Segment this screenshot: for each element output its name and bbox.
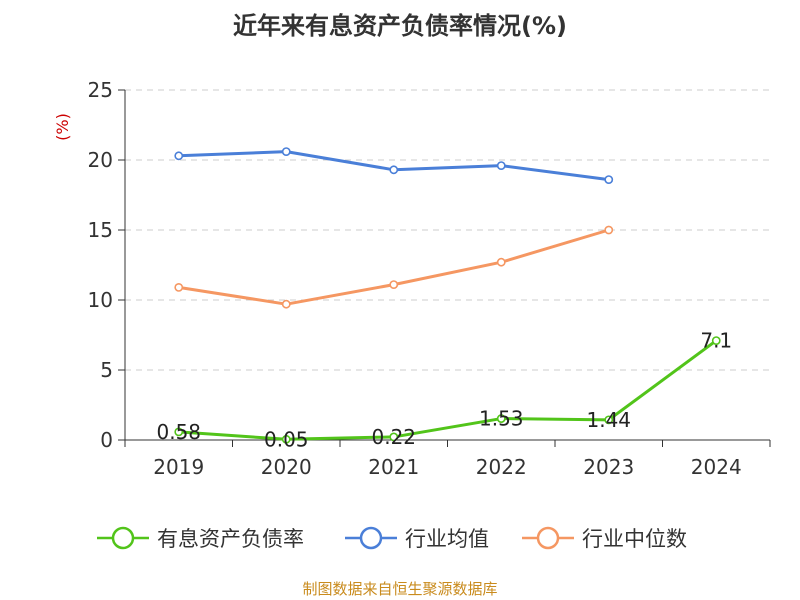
series-line: [178, 228, 610, 306]
x-tick-label: 2024: [691, 455, 742, 479]
legend-marker-icon: [345, 526, 397, 550]
data-label: 0.05: [264, 427, 309, 451]
legend-label: 行业中位数: [582, 527, 687, 551]
legend-marker-icon: [97, 526, 149, 550]
x-tick-label: 2020: [261, 455, 312, 479]
data-point: [174, 282, 184, 292]
x-tick-label: 2023: [583, 455, 634, 479]
chart-title: 近年来有息资产负债率情况(%): [233, 12, 567, 40]
y-tick-label: 0: [100, 428, 113, 452]
legend-item: 行业均值: [345, 520, 489, 556]
data-label: 0.58: [156, 420, 201, 444]
axes: 0 5 10 15 20 25 2019 2020 2021 2022 2023 2024 (%): [53, 78, 771, 479]
legend-marker-icon: [522, 526, 574, 550]
data-label: 1.53: [479, 407, 524, 431]
legend-label: 行业均值: [405, 527, 489, 551]
series-1: [174, 147, 614, 184]
data-point: [496, 414, 506, 423]
legend-label: 有息资产负债率: [157, 527, 304, 551]
data-point: [604, 415, 614, 425]
y-axis-label: (%): [53, 113, 72, 141]
data-point: [389, 432, 399, 442]
y-tick-label: 25: [88, 78, 113, 102]
data-point: [496, 257, 506, 267]
series-0: [174, 336, 721, 444]
legend-item: 行业中位数: [522, 520, 687, 556]
data-label: 7.1: [700, 329, 732, 353]
legend: 有息资产负债率 行业均值 行业中位数: [0, 520, 800, 556]
series-lines: [174, 147, 721, 444]
data-point: [389, 165, 399, 175]
data-point: [281, 299, 291, 309]
data-point: [174, 427, 184, 437]
grid-lines: [125, 89, 770, 371]
data-labels: 0.58 0.05 0.22 1.53 1.44 7.1: [156, 329, 732, 452]
data-point: [174, 151, 184, 161]
data-point: [604, 175, 614, 184]
y-tick-label: 20: [88, 148, 113, 172]
data-point: [604, 225, 614, 235]
data-point: [281, 434, 291, 444]
data-point: [389, 280, 399, 289]
data-label: 0.22: [371, 425, 416, 449]
series-2: [174, 225, 614, 309]
y-tick-label: 10: [88, 288, 113, 312]
data-point: [281, 147, 291, 156]
x-tick-label: 2022: [476, 455, 527, 479]
y-tick-label: 15: [88, 218, 113, 242]
data-label: 1.44: [586, 408, 631, 432]
y-tick-label: 5: [100, 358, 113, 382]
source-note: 制图数据来自恒生聚源数据库: [302, 580, 498, 598]
data-point: [496, 161, 506, 170]
legend-item: 有息资产负债率: [97, 520, 304, 556]
data-point: [711, 336, 721, 345]
x-tick-label: 2021: [368, 455, 419, 479]
x-tick-label: 2019: [153, 455, 204, 479]
series-line: [178, 339, 718, 441]
